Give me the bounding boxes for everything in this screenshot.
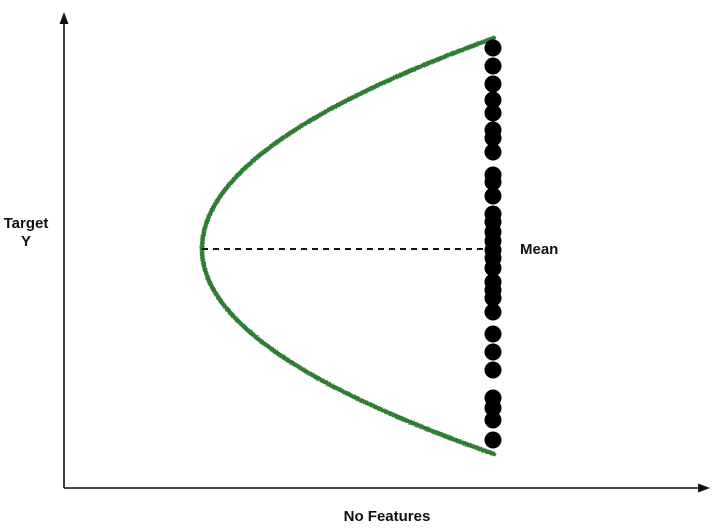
- axes: [59, 12, 710, 493]
- dot-29: [484, 431, 502, 449]
- dot-25: [484, 361, 502, 379]
- y-axis-label-line2: Y: [21, 233, 31, 250]
- dot-3: [484, 75, 502, 93]
- y-axis-arrow-icon: [59, 12, 69, 24]
- dots-column: [484, 39, 502, 449]
- dot-11: [484, 187, 502, 205]
- dot-5: [484, 104, 502, 122]
- dot-21: [484, 289, 502, 307]
- mean-label: Mean: [520, 241, 558, 258]
- dot-27: [484, 399, 502, 417]
- dot-4: [484, 91, 502, 109]
- dot-18: [484, 259, 502, 277]
- dot-1: [484, 39, 502, 57]
- dot-8: [484, 143, 502, 161]
- x-axis-label: No Features: [344, 508, 431, 525]
- dot-22: [484, 303, 502, 321]
- y-axis-label-line1: Target: [4, 215, 49, 232]
- dot-10: [484, 173, 502, 191]
- x-axis-arrow-icon: [698, 483, 710, 493]
- dot-28: [484, 411, 502, 429]
- dot-24: [484, 343, 502, 361]
- dot-23: [484, 325, 502, 343]
- parabola-curve: [199, 35, 497, 457]
- dot-2: [484, 57, 502, 75]
- dot-7: [484, 129, 502, 147]
